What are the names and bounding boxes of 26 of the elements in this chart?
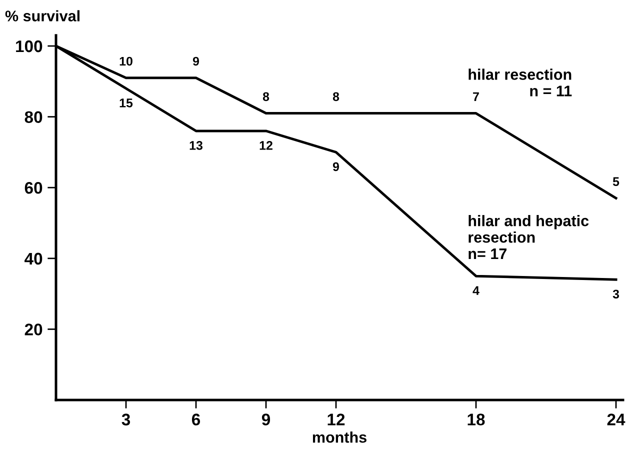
annotation: 12 [260, 141, 272, 150]
y-axis-title: % survival [5, 10, 80, 22]
y-tick-label: 100 [16, 40, 42, 52]
annotation: 7 [473, 92, 479, 101]
y-tick-label: 60 [24, 182, 42, 194]
annotation: 15 [120, 98, 133, 108]
series-label: hilar and hepatic resection n= 17 [468, 215, 589, 260]
y-tick-label: 80 [24, 111, 42, 124]
annotation: 8 [262, 92, 270, 102]
y-tick-label: 20 [24, 324, 42, 336]
x-tick-label: 18 [468, 414, 485, 426]
x-tick-label: 12 [328, 414, 345, 426]
annotation: 5 [612, 177, 620, 186]
x-tick-label: 3 [122, 414, 130, 426]
annotation: 3 [612, 290, 620, 299]
x-axis-title: months [312, 432, 366, 443]
annotation: 4 [472, 286, 480, 295]
annotation: 9 [192, 56, 200, 66]
x-tick-label: 6 [192, 414, 200, 426]
annotation: 10 [120, 56, 132, 66]
y-tick-label: 40 [24, 252, 42, 265]
annotation: 8 [332, 92, 340, 102]
x-tick-label: 24 [607, 414, 626, 426]
annotation: 13 [190, 141, 202, 150]
annotation: 9 [332, 162, 340, 172]
x-tick-label: 9 [262, 414, 270, 426]
